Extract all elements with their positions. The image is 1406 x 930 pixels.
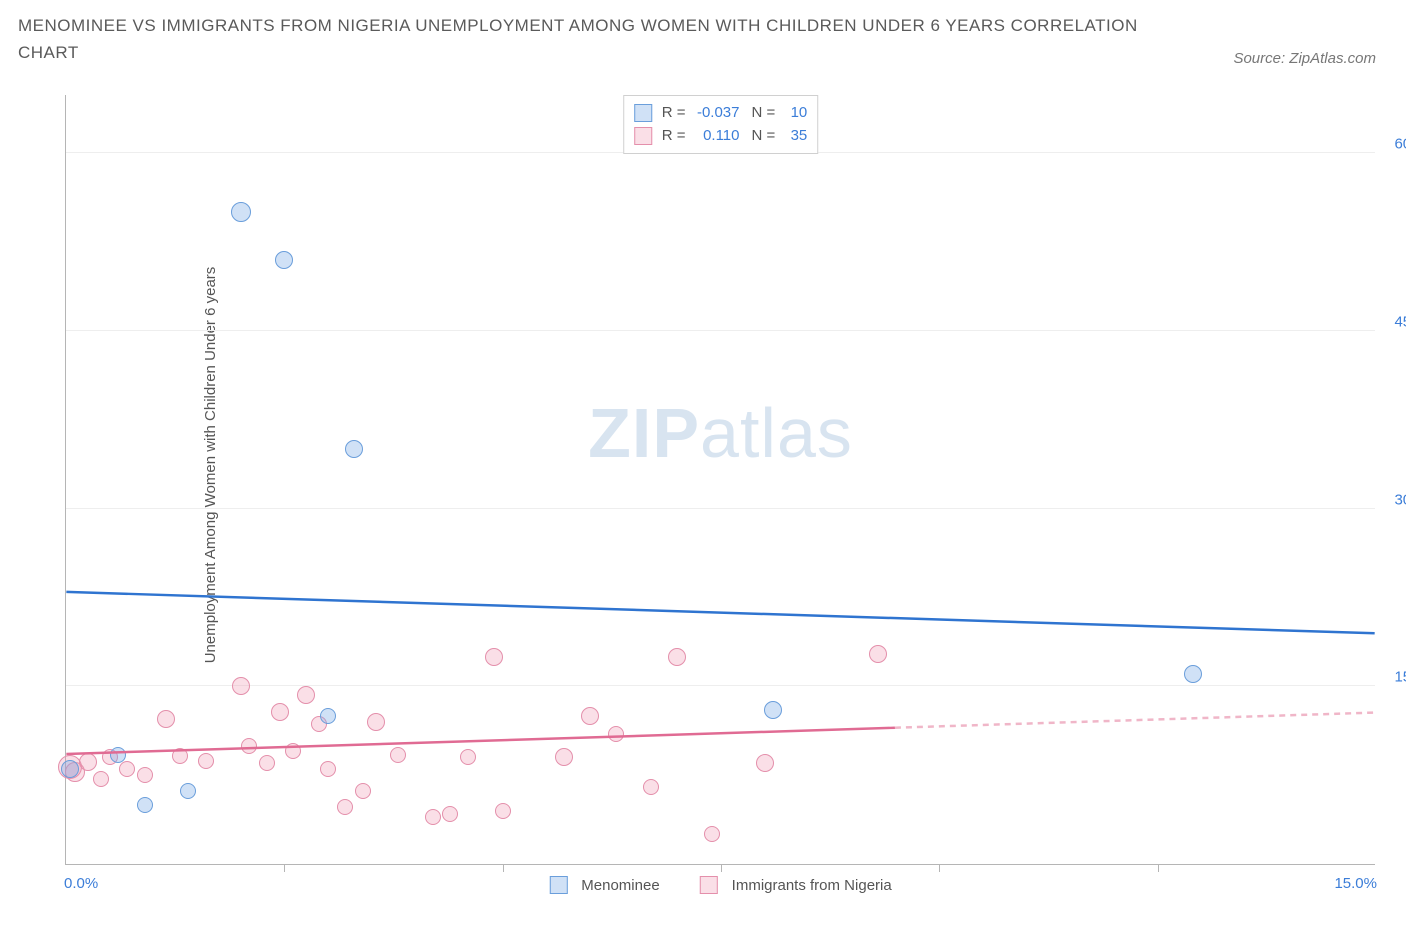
legend-row-nigeria: R = 0.110 N = 35	[634, 125, 808, 148]
x-tick	[1158, 864, 1159, 872]
x-axis-min: 0.0%	[64, 875, 98, 892]
data-point-nigeria	[297, 686, 315, 704]
data-point-nigeria	[460, 749, 476, 765]
x-tick	[503, 864, 504, 872]
data-point-nigeria	[320, 761, 336, 777]
source-credit: Source: ZipAtlas.com	[1233, 50, 1376, 67]
data-point-nigeria	[259, 755, 275, 771]
y-tick-label: 60.0%	[1394, 136, 1406, 153]
data-point-nigeria	[390, 747, 406, 763]
x-tick	[721, 864, 722, 872]
legend-item-nigeria: Immigrants from Nigeria	[700, 876, 892, 894]
data-point-menominee	[275, 251, 293, 269]
series-legend: Menominee Immigrants from Nigeria	[549, 876, 891, 894]
trend-lines	[66, 95, 1375, 864]
data-point-nigeria	[137, 767, 153, 783]
data-point-nigeria	[367, 713, 385, 731]
legend-row-menominee: R = -0.037 N = 10	[634, 102, 808, 125]
data-point-nigeria	[232, 677, 250, 695]
data-point-menominee	[137, 797, 153, 813]
data-point-nigeria	[119, 761, 135, 777]
data-point-nigeria	[93, 771, 109, 787]
data-point-menominee	[320, 708, 336, 724]
data-point-nigeria	[668, 648, 686, 666]
data-point-nigeria	[869, 645, 887, 663]
x-axis-max: 15.0%	[1334, 875, 1377, 892]
chart-title: MENOMINEE VS IMMIGRANTS FROM NIGERIA UNE…	[18, 12, 1168, 66]
data-point-nigeria	[172, 748, 188, 764]
y-tick-label: 45.0%	[1394, 313, 1406, 330]
chart-plot-area: ZIPatlas R = -0.037 N = 10 R = 0.110 N =…	[65, 95, 1375, 865]
gridline-h	[66, 330, 1375, 331]
data-point-nigeria	[271, 703, 289, 721]
data-point-menominee	[345, 440, 363, 458]
swatch-icon	[549, 876, 567, 894]
data-point-nigeria	[79, 753, 97, 771]
data-point-nigeria	[555, 748, 573, 766]
swatch-icon	[634, 127, 652, 145]
data-point-nigeria	[285, 743, 301, 759]
watermark: ZIPatlas	[588, 393, 853, 473]
legend-item-menominee: Menominee	[549, 876, 659, 894]
data-point-menominee	[764, 701, 782, 719]
data-point-menominee	[1184, 665, 1202, 683]
data-point-menominee	[231, 202, 251, 222]
data-point-menominee	[61, 760, 79, 778]
data-point-nigeria	[198, 753, 214, 769]
data-point-nigeria	[157, 710, 175, 728]
x-tick	[939, 864, 940, 872]
x-tick	[284, 864, 285, 872]
data-point-nigeria	[495, 803, 511, 819]
data-point-nigeria	[337, 799, 353, 815]
swatch-icon	[634, 104, 652, 122]
data-point-nigeria	[485, 648, 503, 666]
gridline-h	[66, 508, 1375, 509]
y-tick-label: 30.0%	[1394, 491, 1406, 508]
data-point-nigeria	[241, 738, 257, 754]
data-point-nigeria	[643, 779, 659, 795]
gridline-h	[66, 685, 1375, 686]
swatch-icon	[700, 876, 718, 894]
data-point-nigeria	[355, 783, 371, 799]
data-point-menominee	[180, 783, 196, 799]
correlation-legend: R = -0.037 N = 10 R = 0.110 N = 35	[623, 95, 819, 154]
data-point-nigeria	[581, 707, 599, 725]
data-point-menominee	[110, 747, 126, 763]
data-point-nigeria	[425, 809, 441, 825]
data-point-nigeria	[756, 754, 774, 772]
data-point-nigeria	[608, 726, 624, 742]
data-point-nigeria	[442, 806, 458, 822]
y-tick-label: 15.0%	[1394, 669, 1406, 686]
data-point-nigeria	[704, 826, 720, 842]
